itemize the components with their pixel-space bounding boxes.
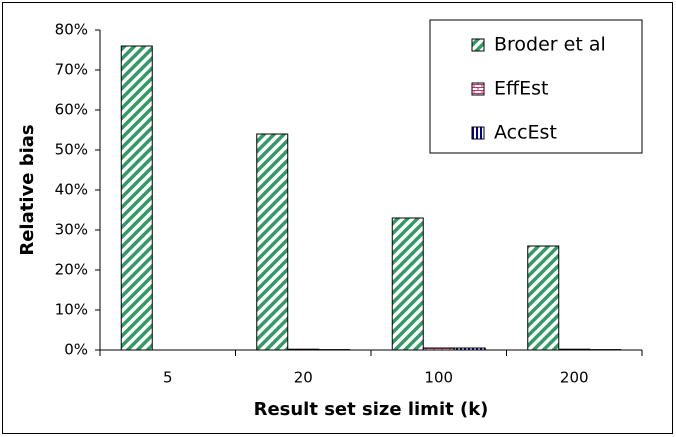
- bar: [391, 217, 424, 351]
- y-tick-label: 70%: [55, 61, 88, 79]
- y-tick-label: 80%: [55, 21, 88, 39]
- x-tick-label: 5: [163, 369, 173, 387]
- y-tick-label: 0%: [64, 341, 88, 359]
- y-tick-label: 40%: [55, 181, 88, 199]
- x-tick-label: 20: [294, 369, 313, 387]
- legend-swatch: [471, 126, 485, 140]
- bar: [558, 348, 591, 351]
- y-tick-label: 20%: [55, 261, 88, 279]
- bar: [120, 45, 153, 351]
- y-tick-label: 60%: [55, 101, 88, 119]
- legend-box: [429, 19, 643, 154]
- y-axis-title: Relative bias: [17, 124, 38, 255]
- bar: [453, 347, 486, 351]
- x-tick-label: 100: [424, 369, 453, 387]
- legend-swatch: [471, 38, 485, 52]
- y-tick-label: 30%: [55, 221, 88, 239]
- x-tick-label: 200: [560, 369, 589, 387]
- legend-label: EffEst: [494, 78, 548, 100]
- y-tick-label: 10%: [55, 301, 88, 319]
- bar: [287, 348, 320, 351]
- bar: [527, 245, 560, 351]
- legend-swatch: [471, 82, 485, 96]
- x-axis-title: Result set size limit (k): [254, 399, 489, 420]
- y-tick-label: 50%: [55, 141, 88, 159]
- bar: [256, 133, 289, 351]
- bar: [422, 347, 455, 351]
- legend-label: AccEst: [494, 122, 557, 144]
- legend-label: Broder et al: [494, 34, 606, 56]
